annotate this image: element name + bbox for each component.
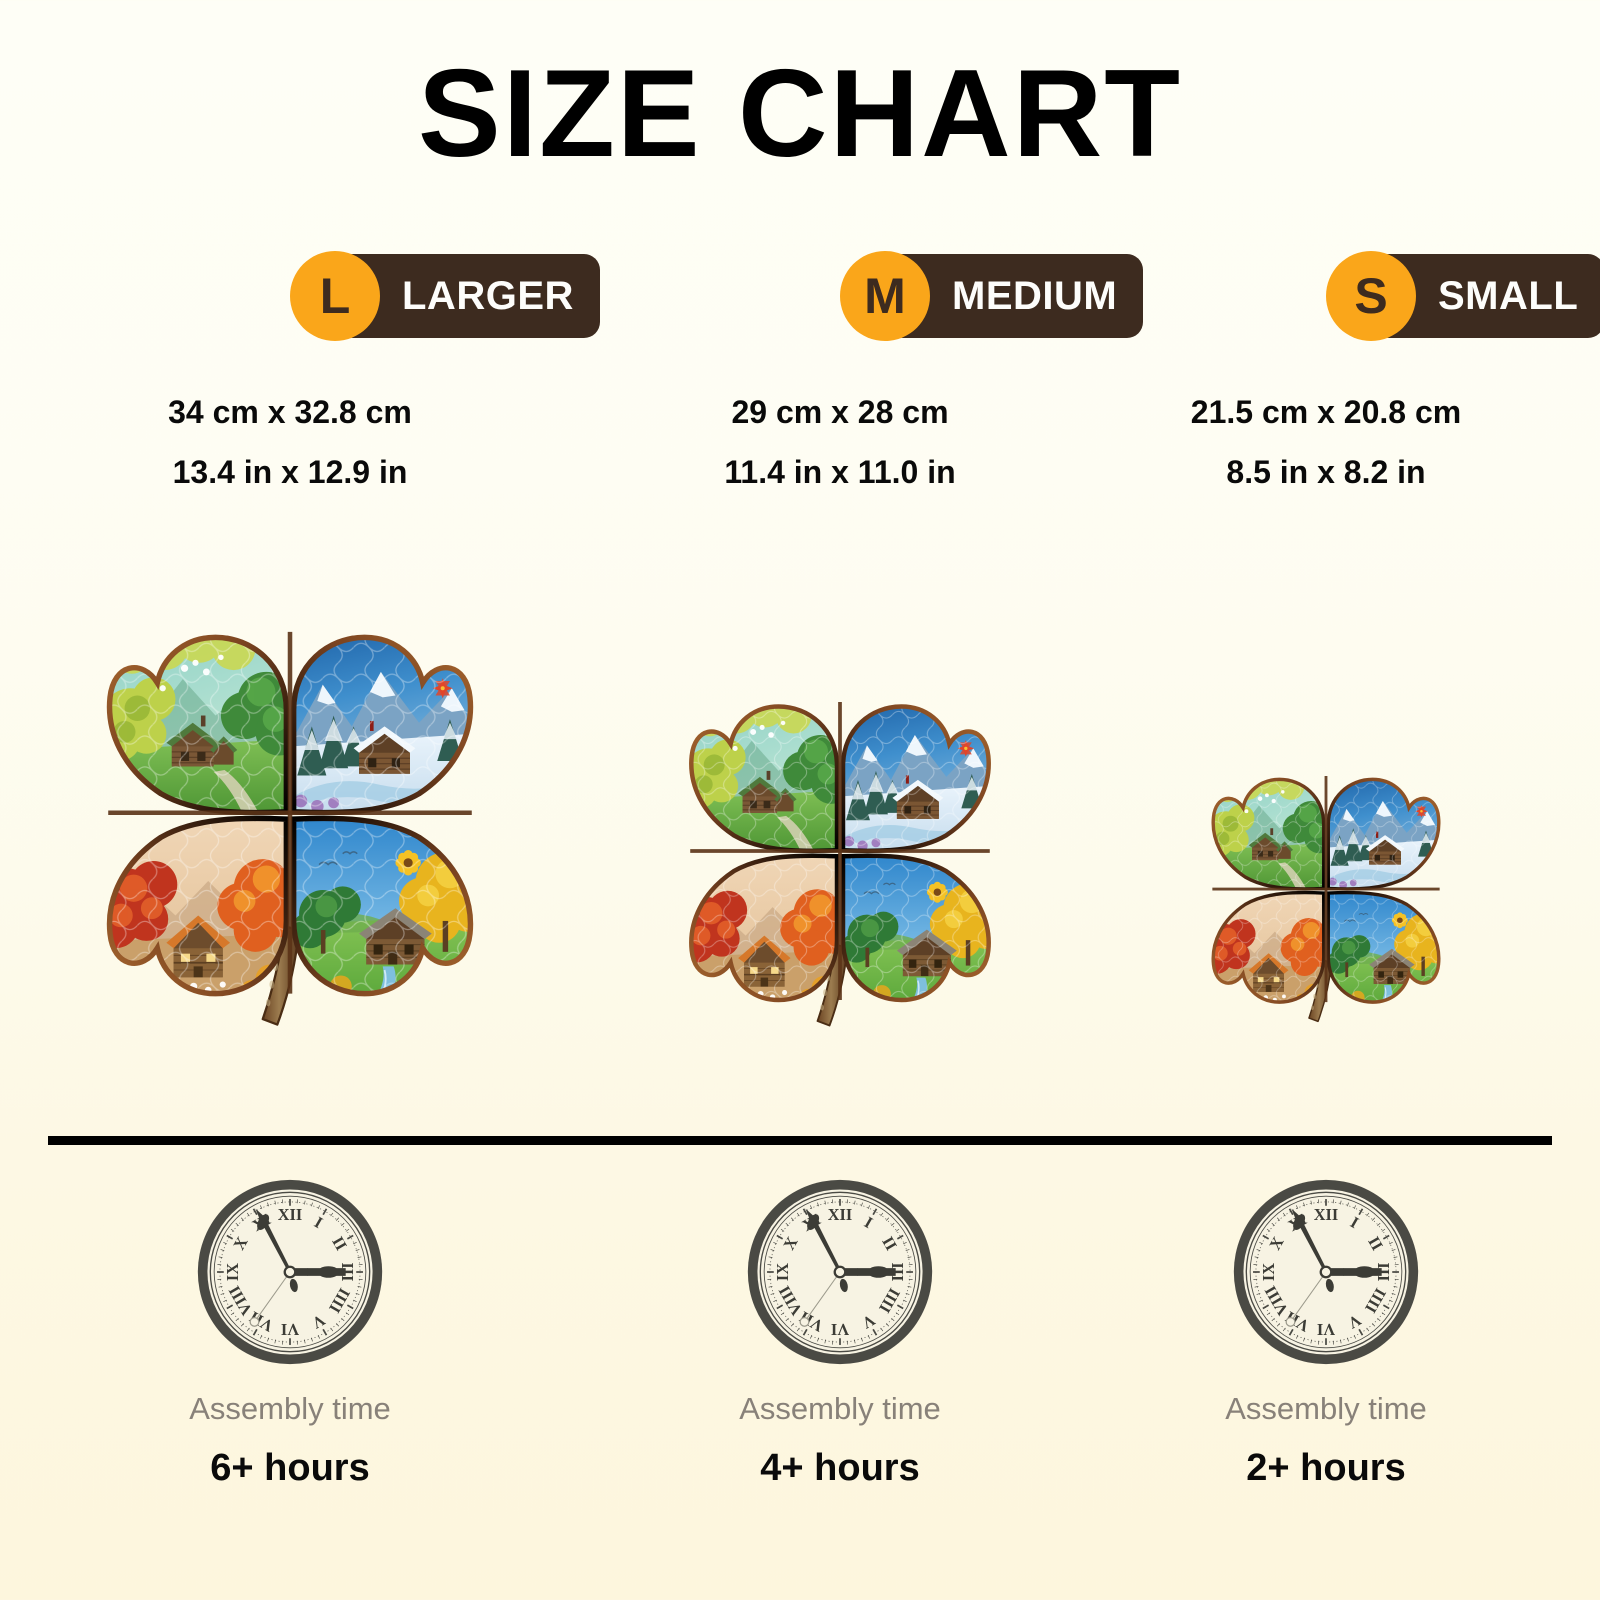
dimension-in: 8.5 in x 8.2 in: [1226, 454, 1426, 490]
dimension-cm: 21.5 cm x 20.8 cm: [1190, 394, 1462, 430]
assembly-value: 6+ hours: [210, 1447, 370, 1490]
badge-pill: MEDIUM: [882, 254, 1144, 338]
assembly-label: Assembly time: [739, 1391, 941, 1426]
assembly-time-small: Assembly time 2+ hours: [1066, 1391, 1586, 1490]
size-code: L: [319, 268, 351, 324]
page-title: SIZE CHART: [418, 45, 1182, 183]
clover-puzzle-graphic: [90, 621, 490, 1030]
dimension-in: 11.4 in x 11.0 in: [724, 454, 956, 490]
clock-icon: [1230, 1176, 1422, 1368]
assembly-value: 2+ hours: [1246, 1447, 1406, 1490]
clover-puzzle-graphic: [675, 693, 1005, 1030]
dimension-cm: 34 cm x 32.8 cm: [168, 394, 412, 430]
size-code-circle: S: [1326, 251, 1416, 341]
dimensions-larger: 34 cm x 32.8 cm 13.4 in x 12.9 in: [30, 396, 550, 488]
clock-medium: [580, 1176, 1100, 1368]
puzzle-image-medium: [580, 660, 1100, 1030]
dimension-in: 13.4 in x 12.9 in: [172, 454, 408, 490]
size-badge-larger: LARGER L: [30, 248, 600, 344]
size-code: S: [1354, 268, 1388, 324]
size-code: M: [864, 268, 906, 324]
clock-icon: [194, 1176, 386, 1368]
size-code-circle: M: [840, 251, 930, 341]
assembly-time-larger: Assembly time 6+ hours: [30, 1391, 550, 1490]
size-label: LARGER: [402, 273, 574, 318]
size-column-small: SMALL S 21.5 cm x 20.8 cm 8.5 in x 8.2 i…: [1066, 0, 1600, 1600]
badge-pill: LARGER: [332, 254, 600, 338]
dimensions-small: 21.5 cm x 20.8 cm 8.5 in x 8.2 in: [1066, 396, 1586, 488]
clock-larger: [30, 1176, 550, 1368]
assembly-value: 4+ hours: [760, 1447, 920, 1490]
size-badge-medium: MEDIUM M: [580, 248, 1144, 344]
clock-small: [1066, 1176, 1586, 1368]
size-column-larger: LARGER L 34 cm x 32.8 cm 13.4 in x 12.9 …: [30, 0, 600, 1600]
size-label: SMALL: [1438, 273, 1579, 318]
dimensions-medium: 29 cm x 28 cm 11.4 in x 11.0 in: [580, 396, 1100, 488]
section-divider: [48, 1136, 1552, 1145]
assembly-label: Assembly time: [189, 1391, 391, 1426]
size-label: MEDIUM: [952, 273, 1118, 318]
clover-puzzle-graphic: [1201, 769, 1451, 1025]
size-column-medium: MEDIUM M 29 cm x 28 cm 11.4 in x 11.0 in…: [580, 0, 1144, 1600]
puzzle-image-larger: [30, 580, 550, 1030]
size-code-circle: L: [290, 251, 380, 341]
puzzle-image-small: [1066, 725, 1586, 1025]
dimension-cm: 29 cm x 28 cm: [731, 394, 949, 430]
assembly-time-medium: Assembly time 4+ hours: [580, 1391, 1100, 1490]
assembly-label: Assembly time: [1225, 1391, 1427, 1426]
clock-icon: [744, 1176, 936, 1368]
size-badge-small: SMALL S: [1066, 248, 1600, 344]
